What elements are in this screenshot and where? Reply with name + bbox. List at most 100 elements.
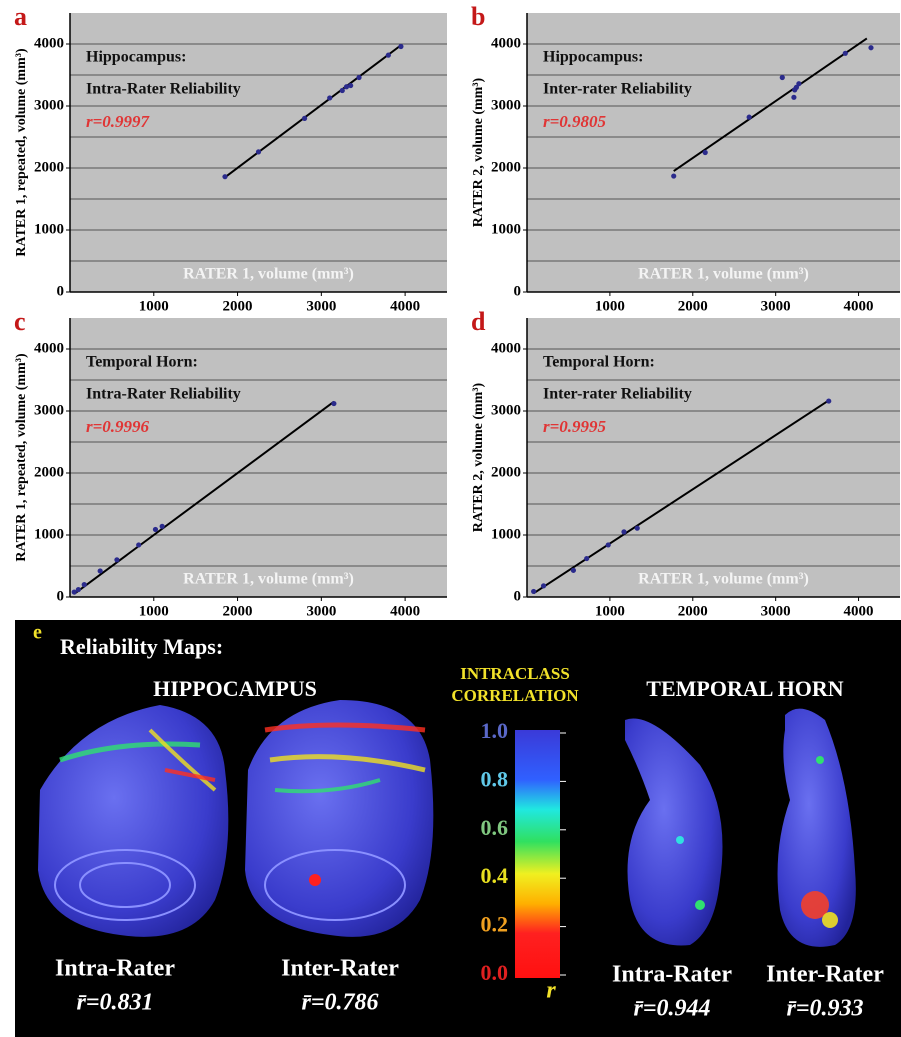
x-tick-label: 2000	[223, 603, 253, 619]
y-tick-label: 3000	[491, 402, 521, 418]
annotation: Hippocampus:	[543, 49, 643, 66]
data-point	[531, 589, 536, 594]
y-tick-label: 4000	[491, 35, 521, 51]
colorbar-label: 0.0	[481, 960, 509, 985]
data-point	[302, 116, 307, 121]
data-point	[621, 529, 626, 534]
y-tick-label: 0	[57, 283, 65, 299]
y-tick-label: 3000	[34, 97, 64, 113]
data-point	[398, 44, 403, 49]
x-tick-label: 3000	[761, 298, 791, 314]
data-point	[606, 542, 611, 547]
data-point	[340, 88, 345, 93]
y-tick-label: 2000	[491, 159, 521, 175]
y-tick-label: 1000	[34, 221, 64, 237]
colorbar-label: 0.6	[481, 815, 509, 840]
y-axis-label: RATER 1, repeated, volume (mm³)	[14, 353, 29, 562]
colorbar-label: 0.2	[481, 912, 509, 937]
data-point	[82, 582, 87, 587]
map-mean: r̄=0.933	[786, 996, 863, 1022]
y-tick-label: 0	[514, 283, 522, 299]
data-point	[153, 527, 158, 532]
x-tick-label: 4000	[844, 603, 874, 619]
y-tick-label: 0	[57, 588, 65, 604]
x-tick-label: 4000	[390, 603, 420, 619]
y-tick-label: 1000	[491, 526, 521, 542]
annotation: Intra-Rater Reliability	[86, 81, 241, 98]
data-point	[796, 81, 801, 86]
data-point	[356, 75, 361, 80]
y-tick-label: 4000	[491, 340, 521, 356]
x-tick-label: 4000	[844, 298, 874, 314]
panel-letter: d	[471, 307, 486, 336]
correlation-label: r=0.9995	[543, 417, 607, 436]
map-mean: r̄=0.831	[76, 990, 153, 1016]
x-tick-label: 2000	[678, 298, 708, 314]
data-point	[703, 150, 708, 155]
data-point	[114, 557, 119, 562]
x-tick-label: 3000	[306, 603, 336, 619]
annotation: Inter-rater Reliability	[543, 386, 692, 403]
data-point	[635, 526, 640, 531]
data-point	[868, 45, 873, 50]
x-tick-label: 1000	[595, 298, 625, 314]
group-title: HIPPOCAMPUS	[153, 676, 317, 701]
y-axis-label: RATER 2, volume (mm³)	[471, 382, 486, 532]
annotation: Temporal Horn:	[543, 354, 655, 371]
x-tick-label: 3000	[306, 298, 336, 314]
map-caption: Intra-Rater	[55, 956, 175, 982]
x-tick-label: 2000	[223, 298, 253, 314]
y-tick-label: 4000	[34, 340, 64, 356]
annotation: Intra-Rater Reliability	[86, 386, 241, 403]
map-caption: Inter-Rater	[766, 962, 884, 988]
annotation: Hippocampus:	[86, 49, 186, 66]
colorbar-label: 0.4	[481, 863, 509, 888]
data-point	[780, 75, 785, 80]
colorbar-title: INTRACLASS	[460, 664, 570, 683]
colorbar-symbol: r	[546, 978, 556, 1004]
panel-letter: a	[14, 2, 27, 31]
data-point	[747, 115, 752, 120]
data-point	[571, 568, 576, 573]
colorbar	[515, 730, 560, 978]
data-point	[584, 556, 589, 561]
y-tick-label: 0	[514, 588, 522, 604]
panel-letter: e	[33, 622, 42, 644]
data-point	[826, 398, 831, 403]
data-point	[327, 95, 332, 100]
data-point	[160, 524, 165, 529]
x-tick-label: 4000	[390, 298, 420, 314]
y-axis-label: RATER 2, volume (mm³)	[471, 77, 486, 227]
y-tick-label: 2000	[34, 159, 64, 175]
hippocampus-inter-map	[245, 700, 433, 937]
data-point	[98, 568, 103, 573]
colorbar-title: CORRELATION	[451, 686, 579, 705]
data-point	[348, 83, 353, 88]
y-tick-label: 1000	[491, 221, 521, 237]
x-axis-label: RATER 1, volume (mm³)	[638, 571, 809, 588]
data-point	[541, 583, 546, 588]
correlation-label: r=0.9996	[86, 417, 150, 436]
correlation-label: r=0.9997	[86, 112, 151, 131]
panel-letter: c	[14, 307, 26, 336]
map-mean: r̄=0.786	[301, 990, 378, 1016]
y-axis-label: RATER 1, repeated, volume (mm³)	[14, 48, 29, 257]
correlation-label: r=0.9805	[543, 112, 607, 131]
y-tick-label: 1000	[34, 526, 64, 542]
colorbar-label: 1.0	[481, 718, 509, 743]
x-axis-label: RATER 1, volume (mm³)	[183, 266, 354, 283]
y-tick-label: 3000	[34, 402, 64, 418]
y-tick-label: 4000	[34, 35, 64, 51]
x-tick-label: 1000	[595, 603, 625, 619]
data-point	[256, 149, 261, 154]
map-caption: Inter-Rater	[281, 956, 399, 982]
x-tick-label: 3000	[761, 603, 791, 619]
map-caption: Intra-Rater	[612, 962, 732, 988]
data-point	[791, 95, 796, 100]
map-mean: r̄=0.944	[633, 996, 710, 1022]
data-point	[222, 174, 227, 179]
